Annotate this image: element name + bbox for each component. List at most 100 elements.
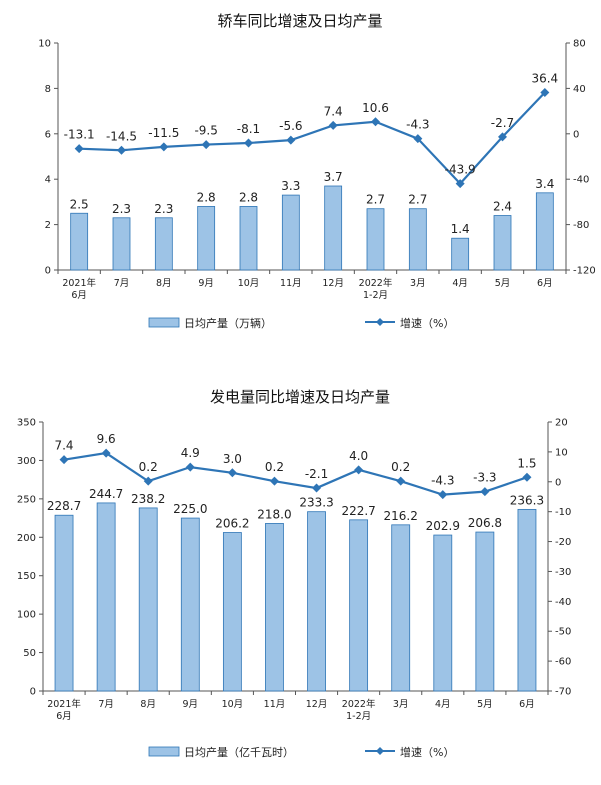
line-point-marker — [480, 487, 490, 497]
bar-value-label: 206.8 — [468, 516, 502, 530]
bar-value-label: 2.3 — [154, 202, 173, 216]
line-value-label: -43.9 — [445, 163, 476, 177]
line-point-marker — [269, 476, 279, 486]
x-tick-label: 4月 — [435, 699, 451, 710]
left-tick-label: 100 — [17, 610, 36, 621]
bar-value-label: 3.3 — [281, 179, 300, 193]
bar-value-label: 225.0 — [173, 502, 207, 516]
plot-area: 050100150200250300350-70-60-50-40-30-20-… — [17, 418, 571, 723]
left-tick-label: 4 — [45, 175, 51, 186]
bar-value-label: 2.5 — [70, 197, 89, 211]
sedan-chart-svg: 轿车同比增速及日均产量 0 2 4 6 8 10 -120 -80 -40 0 40 80 2021年 6… — [38, 12, 595, 330]
bar — [451, 237, 470, 271]
bar — [96, 502, 116, 692]
x-tick-label: 12月 — [322, 278, 344, 289]
legend-bar-label: 日均产量（万辆） — [184, 316, 272, 330]
legend-bar-swatch — [148, 746, 180, 757]
bar — [281, 194, 300, 271]
line-value-label: -13.1 — [64, 128, 95, 142]
x-tick-label: 7月 — [98, 699, 114, 710]
line-point-marker — [455, 179, 465, 189]
line-point-marker — [522, 472, 532, 482]
line-value-label: -3.3 — [473, 471, 496, 485]
line-point-marker — [328, 120, 338, 130]
bar-value-label: 2.7 — [408, 193, 427, 207]
chart-title: 轿车同比增速及日均产量 — [217, 12, 382, 30]
right-tick-label: -40 — [573, 175, 589, 186]
line-value-label: 0.2 — [139, 460, 158, 474]
x-tick-label: 2021年 6月 — [47, 698, 81, 722]
line-point-marker — [74, 144, 84, 154]
x-tick-label: 11月 — [264, 699, 286, 710]
bar-value-label: 2.7 — [366, 193, 385, 207]
bar-value-label: 228.7 — [47, 499, 81, 513]
legend-diamond-marker — [376, 318, 384, 326]
left-tick-label: 8 — [45, 84, 51, 95]
x-tick-label: 6月 — [519, 699, 535, 710]
x-tick-label: 3月 — [410, 278, 426, 289]
line-value-label: 0.2 — [391, 460, 410, 474]
bar — [197, 206, 216, 271]
line-point-marker — [201, 140, 211, 150]
growth-line — [63, 451, 528, 496]
bar-value-label: 2.8 — [197, 190, 216, 204]
right-tick-label: -20 — [555, 537, 571, 548]
bar — [180, 517, 200, 692]
line-value-label: -11.5 — [148, 126, 179, 140]
bar-value-label: 244.7 — [89, 487, 123, 501]
line-point-marker — [396, 476, 406, 486]
x-tick-label: 2022年 1-2月 — [359, 277, 393, 301]
left-tick-label: 2 — [45, 220, 51, 231]
bar-value-label: 233.3 — [299, 496, 333, 510]
chart-title: 发电量同比增速及日均产量 — [210, 388, 390, 406]
x-tick-label: 2022年 1-2月 — [342, 698, 376, 722]
line-value-label: 1.5 — [517, 456, 536, 470]
line-value-label: 10.6 — [362, 101, 389, 115]
line-point-marker — [371, 117, 380, 127]
right-tick-label: 40 — [573, 84, 586, 95]
line-value-label: -2.7 — [491, 116, 514, 130]
x-tick-label: 9月 — [198, 278, 214, 289]
legend-line-label: 增速（%） — [400, 745, 454, 759]
bar — [391, 524, 411, 692]
bar — [70, 212, 89, 271]
left-tick-label: 50 — [23, 648, 36, 659]
line-value-label: 7.4 — [324, 104, 343, 118]
line-point-marker — [413, 134, 423, 144]
bar — [433, 534, 453, 692]
line-point-marker — [101, 448, 111, 458]
x-tick-label: 2021年 6月 — [62, 277, 96, 301]
bar-value-label: 1.4 — [451, 222, 470, 236]
growth-line — [79, 91, 546, 186]
plot-area: 0 2 4 6 8 10 -120 -80 -40 0 40 80 2021年 6月 7月 8月 9月 10月 11… — [38, 39, 595, 302]
legend: 日均产量（万辆） 增速（%） — [148, 316, 454, 330]
right-tick-label: -70 — [555, 687, 571, 698]
x-tick-label: 4月 — [452, 278, 468, 289]
line-value-label: 36.4 — [531, 71, 558, 85]
bar-value-label: 2.4 — [493, 200, 512, 214]
x-tick-label: 5月 — [477, 699, 493, 710]
line-value-label: 9.6 — [97, 432, 116, 446]
right-tick-label: -40 — [555, 597, 571, 608]
left-tick-label: 350 — [17, 418, 36, 429]
line-value-label: -4.3 — [406, 118, 429, 132]
bar — [222, 532, 242, 692]
x-tick-label: 10月 — [222, 699, 244, 710]
line-point-marker — [498, 132, 507, 142]
line-value-label: -2.1 — [305, 467, 328, 481]
x-tick-label: 9月 — [183, 699, 199, 710]
legend: 日均产量（亿千瓦时） 增速（%） — [148, 745, 454, 759]
left-tick-label: 6 — [45, 129, 51, 140]
x-tick-label: 3月 — [393, 699, 409, 710]
power-generation-chart: 发电量同比增速及日均产量 0 50 100 150 200 250 300 350 -70 -60… — [0, 378, 601, 778]
line-value-label: -14.5 — [106, 129, 137, 143]
x-tick-label: 8月 — [140, 699, 156, 710]
bar-value-label: 2.3 — [112, 202, 131, 216]
bar-value-label: 218.0 — [257, 507, 291, 521]
legend-diamond-marker — [376, 747, 384, 755]
bar — [154, 217, 173, 271]
bar — [517, 508, 537, 692]
line-point-marker — [185, 462, 195, 472]
line-value-label: 3.0 — [223, 452, 242, 466]
line-value-label: 4.9 — [181, 446, 200, 460]
